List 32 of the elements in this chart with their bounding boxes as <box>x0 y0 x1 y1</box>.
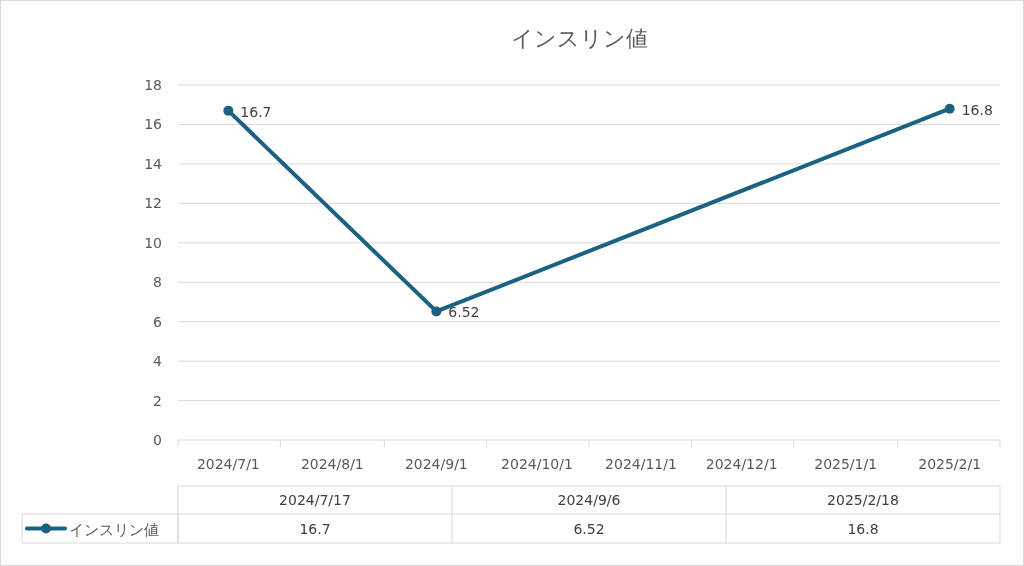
y-tick-label: 2 <box>153 392 162 409</box>
text: 2024/7/17 <box>279 492 351 508</box>
y-tick-label: 12 <box>144 195 162 212</box>
x-tick-label: 2024/11/1 <box>605 456 677 472</box>
point <box>223 105 234 116</box>
y-tick-label: 0 <box>153 432 162 448</box>
y-tick-label: 8 <box>153 274 162 291</box>
point <box>944 103 955 114</box>
y-tick-label: 4 <box>153 353 163 370</box>
y-tick-label: 16 <box>144 116 163 133</box>
text: 2025/2/18 <box>827 492 899 508</box>
y-tick-label: 6 <box>153 313 163 330</box>
legend-label: インスリン値 <box>69 520 159 539</box>
y-tick-label: 14 <box>144 155 163 172</box>
point <box>431 306 442 317</box>
text: 16.7 <box>299 521 331 537</box>
data-label: 6.52 <box>448 304 480 321</box>
chart-title: インスリン値 <box>510 26 648 51</box>
data-label: 16.8 <box>961 101 993 118</box>
text: 16.8 <box>847 521 879 537</box>
y-tick-label: 18 <box>144 77 162 93</box>
y-tick-label: 10 <box>144 234 162 251</box>
data-label: 16.7 <box>240 103 272 120</box>
x-tick-label: 2024/10/1 <box>501 456 573 472</box>
x-tick-label: 2024/8/1 <box>300 456 364 472</box>
text: 2024/9/6 <box>557 492 621 508</box>
x-tick-label: 2025/1/1 <box>814 456 878 472</box>
x-tick-label: 2024/7/1 <box>196 456 260 472</box>
text: 6.52 <box>573 521 605 537</box>
x-tick-label: 2024/9/1 <box>404 456 468 472</box>
x-tick-label: 2025/2/1 <box>918 456 982 472</box>
x-tick-label: 2024/12/1 <box>705 456 778 472</box>
